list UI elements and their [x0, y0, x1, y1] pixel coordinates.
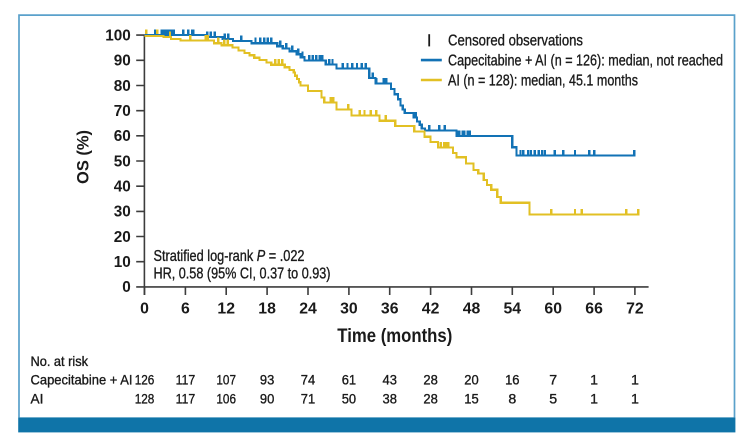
svg-text:128: 128: [135, 391, 155, 407]
svg-text:28: 28: [423, 373, 437, 389]
svg-text:0: 0: [140, 300, 149, 317]
svg-text:Stratified log-rank P = .022: Stratified log-rank P = .022: [154, 248, 305, 265]
svg-text:80: 80: [114, 78, 131, 95]
svg-text:66: 66: [585, 300, 603, 317]
svg-text:10: 10: [114, 254, 131, 271]
svg-text:60: 60: [114, 128, 131, 145]
svg-text:15: 15: [464, 391, 478, 407]
svg-text:36: 36: [381, 300, 399, 317]
svg-text:1: 1: [590, 391, 598, 407]
svg-text:1: 1: [631, 373, 639, 389]
svg-text:No. at risk: No. at risk: [31, 354, 89, 369]
svg-text:Time (months): Time (months): [337, 326, 452, 347]
svg-text:24: 24: [299, 300, 317, 317]
svg-text:30: 30: [340, 300, 358, 317]
svg-text:OS (%): OS (%): [74, 130, 93, 184]
svg-text:48: 48: [463, 300, 481, 317]
svg-text:20: 20: [464, 373, 478, 389]
svg-text:20: 20: [114, 229, 131, 246]
svg-text:72: 72: [626, 300, 644, 317]
svg-text:50: 50: [342, 391, 356, 407]
svg-text:93: 93: [260, 373, 274, 389]
svg-text:61: 61: [342, 373, 356, 389]
svg-text:18: 18: [258, 300, 276, 317]
svg-text:7: 7: [549, 373, 557, 389]
svg-text:AI (n = 128): median, 45.1 mon: AI (n = 128): median, 45.1 months: [448, 73, 638, 90]
svg-text:Censored observations: Censored observations: [448, 33, 583, 50]
svg-text:12: 12: [217, 300, 235, 317]
svg-text:16: 16: [505, 373, 519, 389]
svg-text:100: 100: [105, 27, 131, 44]
svg-text:117: 117: [176, 391, 196, 407]
svg-text:71: 71: [301, 391, 315, 407]
svg-text:Capecitabine + AI (n = 126): m: Capecitabine + AI (n = 126): median, not…: [448, 53, 723, 70]
svg-text:Capecitabine + AI: Capecitabine + AI: [31, 373, 133, 388]
svg-text:40: 40: [114, 179, 131, 196]
svg-text:28: 28: [423, 391, 437, 407]
svg-text:1: 1: [631, 391, 639, 407]
svg-text:HR, 0.58 (95% CI, 0.37 to 0.93: HR, 0.58 (95% CI, 0.37 to 0.93): [154, 266, 331, 283]
svg-text:117: 117: [176, 373, 196, 389]
svg-text:107: 107: [216, 373, 236, 389]
svg-text:54: 54: [504, 300, 522, 317]
svg-text:90: 90: [114, 53, 131, 70]
svg-text:6: 6: [181, 300, 190, 317]
svg-text:38: 38: [383, 391, 397, 407]
svg-text:60: 60: [544, 300, 562, 317]
svg-text:5: 5: [549, 391, 557, 407]
svg-text:106: 106: [216, 391, 236, 407]
svg-text:30: 30: [114, 204, 131, 221]
svg-text:74: 74: [301, 373, 315, 389]
svg-text:126: 126: [135, 373, 155, 389]
svg-text:0: 0: [122, 279, 131, 296]
svg-text:50: 50: [114, 153, 131, 170]
svg-text:70: 70: [114, 103, 131, 120]
svg-text:42: 42: [422, 300, 440, 317]
svg-text:43: 43: [383, 373, 397, 389]
svg-text:8: 8: [508, 391, 516, 407]
svg-text:AI: AI: [31, 391, 44, 406]
svg-text:1: 1: [590, 373, 598, 389]
svg-text:90: 90: [260, 391, 274, 407]
